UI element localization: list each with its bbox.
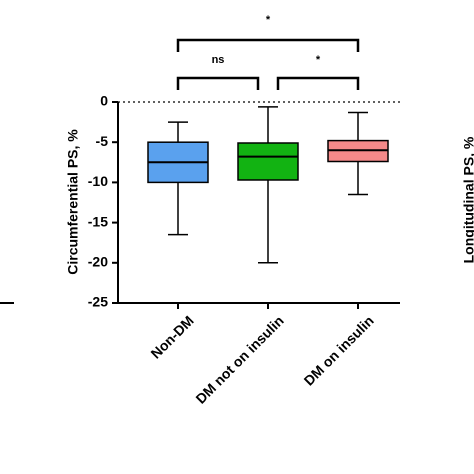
y-tick-label: 0 — [100, 93, 108, 109]
y-tick-label: -5 — [96, 133, 109, 149]
y-tick-label: -20 — [88, 254, 108, 270]
y-tick-label: -15 — [88, 213, 108, 229]
y-axis-label: Circumferential PS, % — [65, 129, 81, 275]
significance-label: * — [266, 14, 271, 26]
neighbor-label: Longitudinal PS, % — [461, 136, 474, 263]
significance-label: ns — [212, 54, 225, 66]
x-tick-label: DM on insulin — [301, 312, 377, 388]
significance-bracket — [276, 76, 360, 90]
x-tick-label: Non-DM — [147, 312, 196, 361]
significance-label: * — [316, 54, 321, 66]
box — [237, 142, 299, 181]
significance-bracket — [176, 76, 260, 90]
y-tick-label: -10 — [88, 173, 108, 189]
significance-bracket — [176, 38, 360, 52]
x-tick-label: DM not on insulin — [192, 312, 286, 406]
y-tick-label: -25 — [88, 294, 108, 310]
